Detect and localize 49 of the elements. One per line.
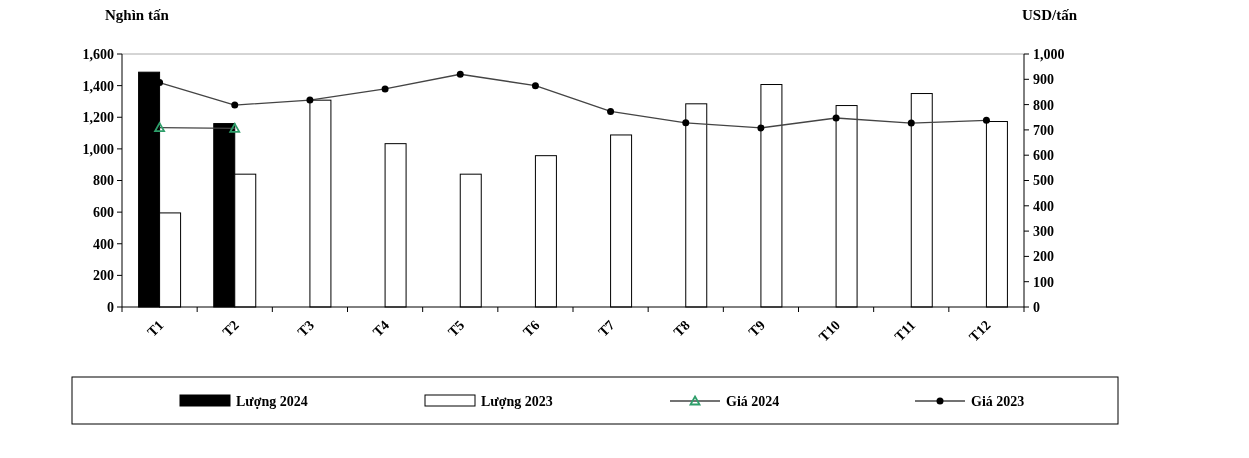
point [907,119,915,127]
y2-tick-label: 1,000 [1033,46,1065,62]
x-tick-label: T10 [816,317,844,345]
y-axis-title: Nghìn tấn [105,7,170,23]
y2-tick-label: 900 [1033,72,1054,88]
point [832,114,840,122]
y-tick-label: 800 [93,173,114,189]
x-tick-label: T9 [745,317,768,340]
point [682,119,690,127]
point [757,124,765,132]
y-tick-label: 1,400 [82,78,114,94]
y-tick-label: 0 [107,299,114,315]
y2-tick-label: 200 [1033,249,1054,265]
legend-label: Lượng 2024 [236,393,308,409]
x-tick-label: T5 [445,317,468,340]
x-tick-label: T2 [219,317,242,340]
y-tick-label: 400 [93,236,114,252]
y2-tick-label: 600 [1033,148,1054,164]
point [306,96,314,104]
x-tick-label: T3 [294,317,317,340]
legend-label: Giá 2023 [971,393,1025,409]
y-tick-label: 600 [93,205,114,221]
x-tick-label: T1 [144,317,167,340]
y-tick-label: 200 [93,268,114,284]
point [531,82,539,90]
y2-tick-label: 300 [1033,224,1054,239]
point [456,70,464,78]
x-tick-label: T7 [595,317,618,340]
x-tick-label: T4 [369,317,393,340]
x-tick-label: T11 [891,317,919,345]
y-tick-label: 1,000 [82,141,114,157]
y-tick-label: 1,200 [82,110,114,126]
y2-tick-label: 100 [1033,274,1054,290]
y2-tick-label: 0 [1033,299,1040,315]
point [607,107,615,115]
x-tick-label: T12 [966,317,994,345]
point [381,85,389,93]
point [982,116,990,124]
y2-tick-label: 400 [1033,198,1054,214]
point [231,101,239,109]
y2-tick-label: 800 [1033,97,1054,113]
y2-tick-label: 500 [1033,173,1054,189]
x-tick-label: T8 [670,317,693,340]
legend-label: Giá 2024 [726,393,780,409]
y2-axis-title: USD/tấn [1021,7,1078,23]
legend-label: Lượng 2023 [481,393,553,409]
x-tick-label: T6 [520,317,543,340]
y2-tick-label: 700 [1033,122,1054,138]
y-tick-label: 1,600 [82,46,114,62]
